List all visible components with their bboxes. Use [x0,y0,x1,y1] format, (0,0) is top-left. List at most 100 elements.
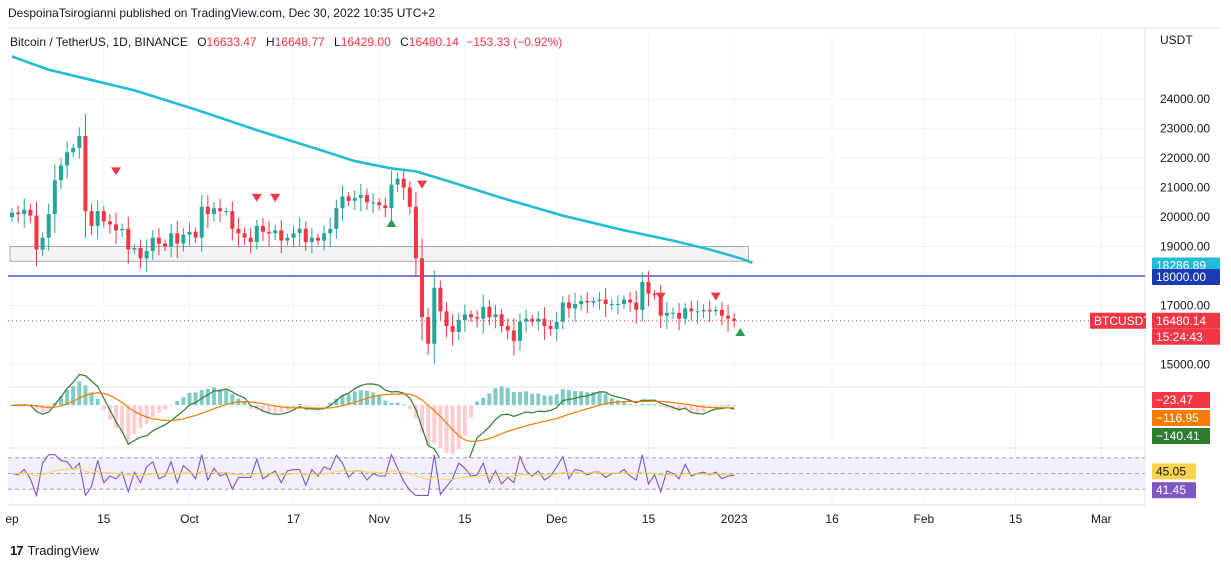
candle-body [279,230,284,241]
macd-histogram-bar [58,396,63,406]
candle-body [377,202,382,206]
macd-histogram-bar [303,405,308,407]
candle-body [34,215,39,250]
footer-brand[interactable]: 17 TradingView [10,543,99,558]
macd-value-tag: −23.47 [1156,393,1193,407]
x-tick-label: 15 [642,512,656,526]
macd-histogram-bar [144,405,149,424]
y-tick-label: 23000.00 [1160,122,1210,136]
candle-body [683,308,688,319]
candle-body [340,196,345,209]
candle-body [83,136,88,212]
macd-histogram-bar [205,388,210,406]
y-tick-label: 19000.00 [1160,240,1210,254]
candle-body [236,228,241,234]
sell-signal-icon [417,180,428,189]
candle-body [701,309,706,312]
candle-body [481,306,486,319]
macd-histogram-bar [732,405,737,407]
y-tick-label: 22000.00 [1160,151,1210,165]
macd-histogram-bar [713,405,718,407]
macd-histogram-bar [163,405,167,410]
macd-histogram-bar [297,403,302,406]
x-tick-label: 16 [825,512,839,526]
candle-body [316,237,320,241]
candle-body [181,234,186,244]
rsi-ma-line [11,467,735,481]
candle-body [65,152,70,166]
candle-body [389,184,394,209]
candle-body [499,314,504,327]
macd-histogram-bar [456,405,461,449]
x-tick-label: Mar [1091,512,1112,526]
candle-body [10,212,14,218]
macd-histogram-bar [389,402,394,406]
macd-histogram-bar [248,405,253,409]
candle-body [462,314,467,321]
countdown-tag-bg [1152,328,1220,345]
macd-histogram-bar [517,391,522,406]
change-value: −153.33 (−0.92%) [466,35,563,49]
candle-body [566,302,571,309]
candle-body [548,326,553,330]
macd-histogram-bar [646,404,651,406]
candle-body [450,326,455,332]
publish-info: DespoinaTsirogianni published on Trading… [8,6,436,20]
candle-body [524,318,529,322]
last-price-tag-bg [1152,312,1220,329]
x-tick-label: Nov [369,512,390,526]
macd-value-tag-bg [1152,428,1210,444]
candle-body [432,287,437,344]
macd-histogram-bar [444,405,449,453]
macd-histogram-bar [695,405,700,413]
candle-body [230,211,235,229]
macd-histogram-bar [169,405,174,407]
macd-histogram-bar [597,391,602,406]
macd-histogram-bar [65,389,70,406]
macd-histogram-bar [652,404,657,406]
x-tick-label: 15 [458,512,472,526]
candle-body [493,314,498,318]
low-label: L [334,35,341,49]
level-price-tag-bg [1152,268,1220,285]
macd-histogram-bar [181,397,186,406]
candle-body [677,312,682,319]
candle-body [89,211,94,226]
candle-body [707,309,712,312]
price-unit-label: USDT [1160,33,1193,47]
candle-body [334,208,339,229]
macd-histogram-bar [273,405,278,414]
macd-histogram-bar [340,394,345,406]
candle-body [52,180,57,215]
candle-body [40,237,45,250]
candle-body [28,209,33,216]
open-value: 16633.47 [206,35,257,49]
symbol-title[interactable]: Bitcoin / TetherUS, 1D, BINANCE [10,35,188,49]
macd-histogram-bar [126,405,131,442]
macd-histogram-bar [658,405,663,408]
macd-histogram-bar [371,392,376,406]
candle-body [475,317,480,319]
macd-histogram-bar [566,390,571,406]
macd-histogram-bar [493,388,498,406]
low-value: 16429.00 [340,35,391,49]
macd-histogram-bar [719,405,724,407]
candle-body [254,225,259,243]
macd-histogram-bar [101,405,106,410]
macd-histogram-bar [34,405,39,411]
macd-value-tag: −116.95 [1156,411,1199,425]
macd-histogram-bar [383,400,388,406]
candle-body [309,237,314,243]
candle-body [352,197,357,201]
candle-body [175,233,180,244]
rsi-value-tag-bg [1152,482,1196,499]
x-tick-label: Feb [914,512,935,526]
candle-body [260,225,265,232]
x-tick-label: Oct [180,512,199,526]
macd-histogram-bar [689,405,694,413]
candle-body [364,194,369,203]
macd-histogram-bar [291,405,296,408]
candle-body [585,301,590,303]
macd-histogram-bar [114,405,119,429]
